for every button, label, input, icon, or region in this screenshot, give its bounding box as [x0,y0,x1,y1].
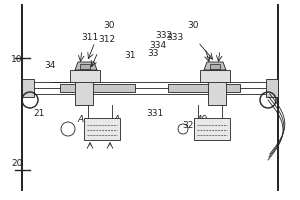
Bar [208,75,226,105]
Text: 334: 334 [149,42,166,50]
Bar [60,84,135,92]
Text: 311: 311 [81,33,99,43]
Bar [168,84,240,92]
Text: A: A [77,114,83,123]
Bar [75,75,93,105]
Text: 312: 312 [98,36,115,45]
Text: 33: 33 [147,48,159,58]
Bar [84,118,120,140]
Bar [200,70,230,82]
Text: 40: 40 [197,116,208,124]
Text: 10: 10 [11,55,23,64]
Text: 30: 30 [188,21,199,30]
Bar [266,79,278,97]
Text: 32: 32 [90,120,102,130]
Text: 20: 20 [11,160,23,168]
Text: 21: 21 [33,108,45,117]
Text: 333: 333 [166,33,183,43]
Polygon shape [75,62,97,70]
Text: 30: 30 [104,21,115,30]
Text: 320: 320 [182,120,199,130]
Bar [80,64,90,69]
Bar [70,70,100,82]
Text: A: A [114,114,120,123]
Bar [194,118,230,140]
Bar [22,79,34,97]
Text: 331: 331 [147,108,164,117]
Bar [210,64,220,69]
Text: 332: 332 [155,31,172,40]
Polygon shape [204,62,226,70]
Text: 31: 31 [125,51,136,60]
Text: 34: 34 [44,62,55,71]
